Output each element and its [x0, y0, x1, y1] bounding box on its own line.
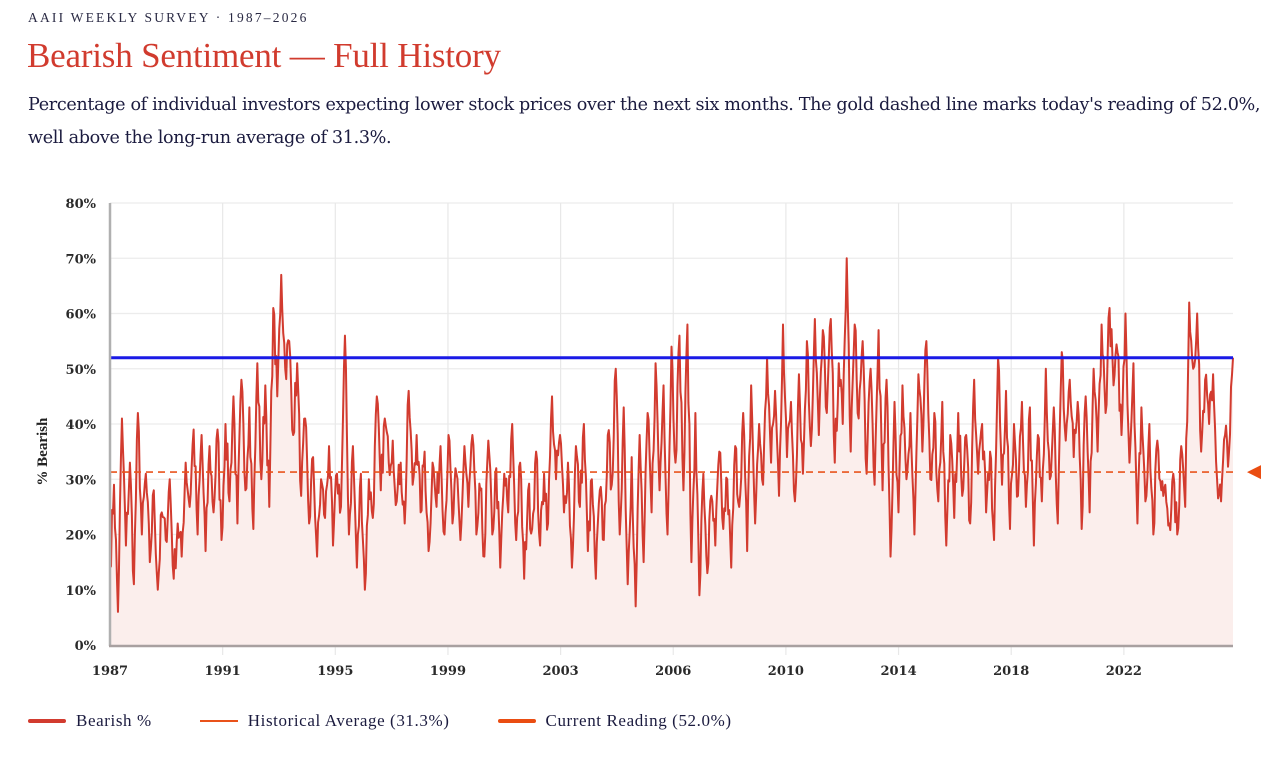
legend-item-bearish[interactable]: Bearish % [28, 711, 152, 731]
legend-label-average: Historical Average (31.3%) [247, 711, 450, 730]
legend-label-current: Current Reading (52.0%) [545, 711, 732, 730]
bearish-series-line [109, 257, 1234, 613]
chart-description: Percentage of individual investors expec… [28, 95, 1261, 148]
y-tick-label: 50% [66, 363, 97, 378]
legend-item-current[interactable]: Current Reading (52.0%) [497, 711, 732, 731]
legend-swatch-bearish [28, 719, 66, 723]
x-tick-label: 1999 [430, 664, 466, 679]
y-tick-label: 10% [66, 584, 97, 599]
y-tick-label: 60% [66, 308, 97, 323]
x-tick-label: 1987 [92, 664, 128, 679]
bearish-area-fill [110, 258, 1233, 645]
legend-label-bearish: Bearish % [76, 711, 152, 730]
y-tick-label: 0% [75, 639, 97, 654]
x-tick-label: 2018 [993, 664, 1029, 679]
x-tick-label: 2006 [655, 664, 691, 679]
legend-item-average[interactable]: Historical Average (31.3%) [199, 711, 450, 731]
page-title: Bearish Sentiment — Full History [27, 36, 501, 75]
chart-legend: Bearish % Historical Average (31.3%) Cur… [28, 711, 780, 731]
y-tick-label: 30% [66, 473, 97, 488]
x-tick-label: 2003 [543, 664, 579, 679]
y-tick-label: 80% [66, 197, 97, 212]
x-axis-ticks: 1987 1991 1995 1999 2003 2006 2010 2014 2018 2022 [92, 664, 1142, 679]
bearish-sentiment-chart: 0%10%20%30%40%50%60%70%80% 1987 1991 1995 1… [35, 197, 1261, 679]
y-tick-label: 20% [66, 529, 97, 544]
eyebrow-label: AAII WEEKLY SURVEY · 1987–2026 [28, 10, 309, 25]
x-tick-label: 2010 [768, 664, 804, 679]
x-tick-label: 1991 [205, 664, 241, 679]
legend-swatch-current [497, 719, 536, 723]
x-tick-label: 2014 [880, 664, 916, 679]
x-tick-label: 2022 [1106, 664, 1142, 679]
y-axis-title: % Bearish [35, 417, 51, 486]
x-tick-label: 1995 [317, 664, 353, 679]
legend-swatch-average [199, 720, 238, 722]
y-tick-label: 70% [66, 252, 97, 267]
average-marker-triangle-icon [1247, 465, 1261, 480]
y-axis-ticks: 0% 10% 20% 30% 40% 50% 60% 70% 80% [66, 197, 97, 654]
y-tick-label: 40% [66, 418, 97, 433]
